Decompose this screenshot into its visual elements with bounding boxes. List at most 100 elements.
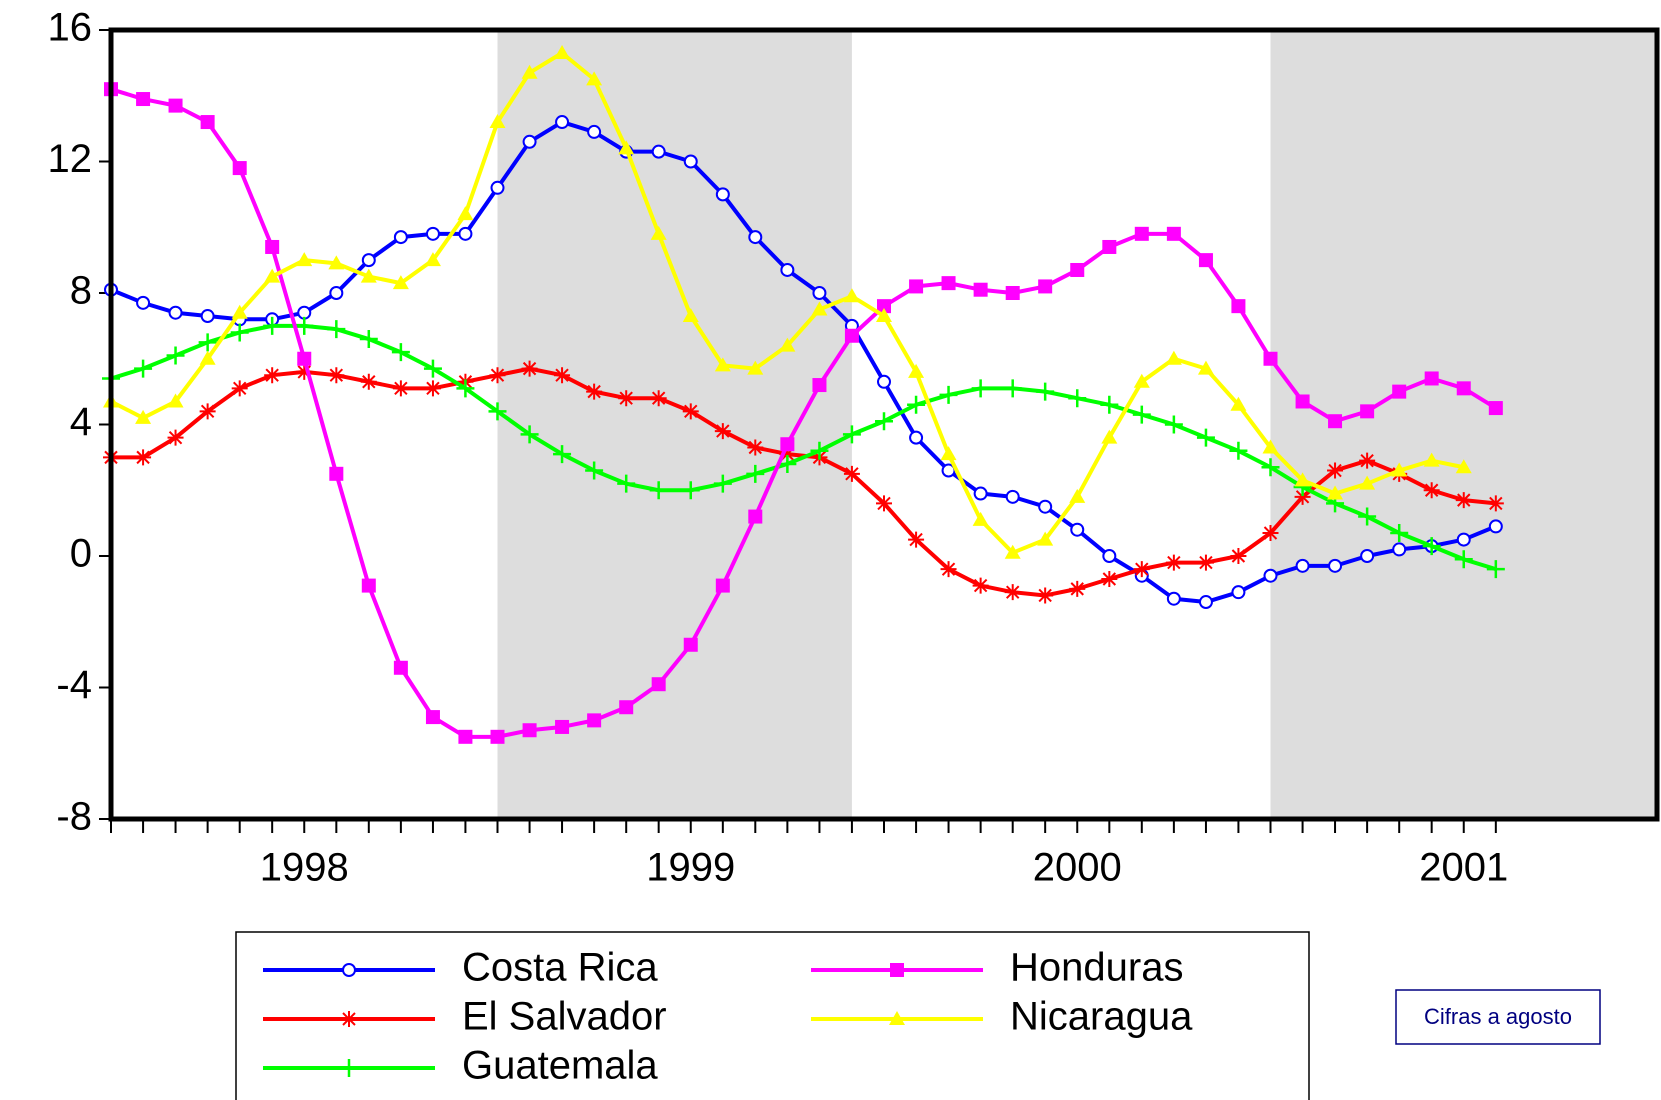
marker-shape	[296, 363, 313, 380]
marker	[618, 140, 635, 155]
y-tick-label: 4	[70, 400, 92, 444]
marker	[168, 305, 183, 320]
marker-shape	[1197, 360, 1214, 375]
marker-shape	[779, 446, 796, 463]
marker-shape	[715, 187, 730, 202]
marker-shape	[488, 402, 507, 421]
marker	[940, 561, 957, 578]
marker-shape	[715, 578, 730, 593]
marker	[1133, 373, 1150, 388]
marker	[166, 346, 185, 365]
marker	[748, 230, 763, 245]
marker	[1295, 394, 1310, 409]
marker-shape	[1101, 429, 1118, 444]
marker-shape	[618, 390, 635, 407]
legend-label: El Salvador	[462, 995, 667, 1039]
marker	[1359, 452, 1376, 469]
marker-shape	[135, 449, 152, 466]
marker-shape	[973, 282, 988, 297]
marker	[746, 464, 765, 483]
marker	[1455, 459, 1472, 474]
marker-shape	[1422, 537, 1441, 556]
marker-shape	[1487, 495, 1504, 512]
marker	[1230, 396, 1247, 411]
marker-shape	[167, 393, 184, 408]
legend-label: Guatemala	[462, 1044, 658, 1088]
marker	[973, 282, 988, 297]
marker	[1456, 532, 1471, 547]
marker-shape	[1197, 554, 1214, 571]
marker	[1263, 568, 1278, 583]
marker-shape	[327, 320, 346, 339]
marker	[1423, 482, 1440, 499]
marker-shape	[458, 226, 473, 241]
marker	[489, 367, 506, 384]
marker	[134, 359, 153, 378]
marker	[1327, 485, 1344, 500]
y-tick-label: 16	[48, 6, 93, 50]
marker-shape	[1100, 395, 1119, 414]
marker-shape	[971, 379, 990, 398]
marker-shape	[1198, 253, 1213, 268]
marker	[909, 430, 924, 445]
marker	[200, 115, 215, 130]
marker	[1197, 554, 1214, 571]
marker	[1488, 519, 1503, 534]
x-tick-label: 2001	[1419, 846, 1508, 890]
marker-shape	[199, 403, 216, 420]
marker	[907, 395, 926, 414]
marker-shape	[232, 161, 247, 176]
marker-shape	[231, 380, 248, 397]
marker	[1487, 495, 1504, 512]
marker	[1328, 414, 1343, 429]
marker-shape	[1295, 394, 1310, 409]
marker	[1165, 554, 1182, 571]
marker	[1294, 472, 1311, 487]
legend-label: Nicaragua	[1010, 995, 1193, 1039]
marker-shape	[877, 374, 891, 389]
legend-label: Honduras	[1010, 946, 1183, 990]
marker	[1262, 524, 1279, 541]
marker	[425, 710, 440, 725]
marker-shape	[681, 481, 700, 500]
marker	[1198, 595, 1213, 610]
marker	[231, 304, 248, 319]
marker-shape	[1327, 485, 1344, 500]
marker-shape	[683, 154, 698, 169]
marker	[909, 279, 924, 294]
marker	[136, 92, 151, 107]
marker-shape	[1005, 286, 1020, 300]
marker	[778, 454, 797, 473]
marker-shape	[1423, 452, 1440, 467]
marker	[1327, 462, 1344, 479]
marker	[715, 578, 730, 593]
marker-shape	[1486, 560, 1505, 579]
marker-shape	[843, 465, 860, 482]
marker-shape	[361, 578, 376, 593]
marker-shape	[457, 206, 474, 221]
marker	[747, 360, 764, 375]
marker-shape	[1455, 459, 1472, 474]
marker	[1164, 415, 1183, 434]
marker	[1036, 382, 1055, 401]
marker	[136, 295, 151, 310]
marker	[168, 98, 183, 113]
marker	[264, 367, 281, 384]
marker	[490, 180, 505, 195]
marker-shape	[1134, 226, 1149, 241]
marker	[1360, 404, 1375, 419]
marker	[747, 439, 764, 456]
marker	[424, 252, 441, 267]
marker	[649, 481, 668, 500]
marker-shape	[168, 98, 183, 113]
marker	[1230, 548, 1247, 564]
legend-label: Costa Rica	[462, 946, 658, 990]
marker-shape	[1068, 389, 1087, 408]
marker	[360, 268, 377, 283]
marker	[199, 350, 216, 365]
marker	[329, 286, 344, 300]
marker	[780, 262, 795, 277]
marker	[876, 308, 892, 323]
marker-shape	[490, 180, 505, 195]
marker-shape	[1262, 439, 1279, 454]
